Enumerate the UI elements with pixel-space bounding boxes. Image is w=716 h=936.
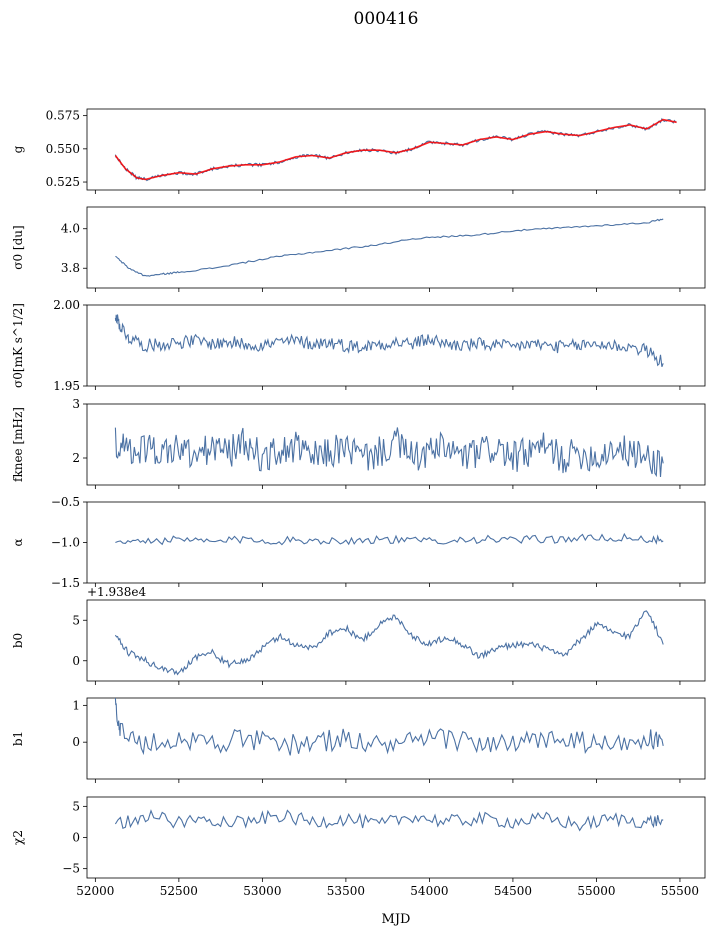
panel-1: 0.525 0.550 0.575 g xyxy=(11,108,706,194)
y-axis-label: σ0[mK s^1/2] xyxy=(11,303,25,388)
panels: 0.525 0.550 0.575 g 3.8 4.0 σ0 [du] 1.95 2.00 σ0[… xyxy=(11,108,706,898)
y-axis-label: b1 xyxy=(11,731,25,746)
y-tick-label: 0.575 xyxy=(46,109,80,123)
y-tick-label: 5 xyxy=(72,799,80,813)
x-tick-label: 55000 xyxy=(577,884,615,898)
panel-3: 1.95 2.00 σ0[mK s^1/2] xyxy=(11,298,706,393)
y-tick-label: 0 xyxy=(72,735,80,749)
series-line xyxy=(114,610,664,676)
x-tick-label: 52000 xyxy=(76,884,114,898)
y-tick-label: −5 xyxy=(62,862,80,876)
y-tick-label: −0.5 xyxy=(51,495,80,509)
y-tick-label: 5 xyxy=(72,613,80,627)
series-line xyxy=(115,218,664,277)
y-tick-label: 0 xyxy=(72,654,80,668)
y-tick-label: 0 xyxy=(72,831,80,845)
offset-label: +1.938e4 xyxy=(87,585,147,599)
y-tick-label: −1.5 xyxy=(51,576,80,590)
y-axis-label: σ0 [du] xyxy=(11,225,25,269)
panel-8: −5 0 5 52000 52500 53000 53500 54000 54500 55000 5… xyxy=(11,796,706,898)
y-tick-label: 2 xyxy=(72,451,80,465)
x-tick-label: 53000 xyxy=(243,884,281,898)
y-tick-label: 3 xyxy=(72,397,80,411)
panel-5: −1.5 −1.0 −0.5 α xyxy=(11,495,706,590)
plot-frame xyxy=(86,501,706,584)
x-axis-label: MJD xyxy=(382,912,411,927)
y-axis-label: b0 xyxy=(11,633,25,648)
y-tick-label: 3.8 xyxy=(61,261,80,275)
y-tick-label: 4.0 xyxy=(61,222,80,236)
panel-2: 3.8 4.0 σ0 [du] xyxy=(11,206,706,292)
plot-frame xyxy=(86,108,706,191)
plot-frame xyxy=(86,599,706,682)
x-tick-label: 55500 xyxy=(661,884,699,898)
x-tick-label: 54500 xyxy=(494,884,532,898)
series-line xyxy=(114,697,664,756)
figure-title: 000416 xyxy=(354,9,419,29)
series-line xyxy=(114,314,664,367)
y-tick-label: −1.0 xyxy=(51,536,80,550)
series-line xyxy=(115,532,664,546)
y-tick-label: 0.525 xyxy=(46,175,80,189)
y-tick-label: 1.95 xyxy=(53,379,80,393)
y-tick-label: 1 xyxy=(72,698,80,712)
series-line xyxy=(114,809,664,832)
panel-4: 2 3 fknee [mHz] xyxy=(11,397,706,489)
series-line xyxy=(114,427,664,478)
y-axis-label: g xyxy=(11,145,25,153)
y-axis-label: χ2 xyxy=(11,830,25,845)
y-tick-label: 2.00 xyxy=(53,298,80,312)
y-tick-label: 0.550 xyxy=(46,142,80,156)
y-axis-label: α xyxy=(11,538,25,546)
plot-frame xyxy=(86,304,706,387)
plot-frame xyxy=(86,206,706,289)
x-tick-label: 54000 xyxy=(410,884,448,898)
y-axis-label: fknee [mHz] xyxy=(11,407,25,482)
x-tick-label: 53500 xyxy=(327,884,365,898)
plot-frame xyxy=(86,403,706,486)
panel-7: 0 1 b1 xyxy=(11,697,706,783)
plot-frame xyxy=(86,796,706,879)
panel-6: 0 5 b0 +1.938e4 xyxy=(11,585,706,685)
fit-line xyxy=(114,118,677,181)
x-tick-label: 52500 xyxy=(160,884,198,898)
